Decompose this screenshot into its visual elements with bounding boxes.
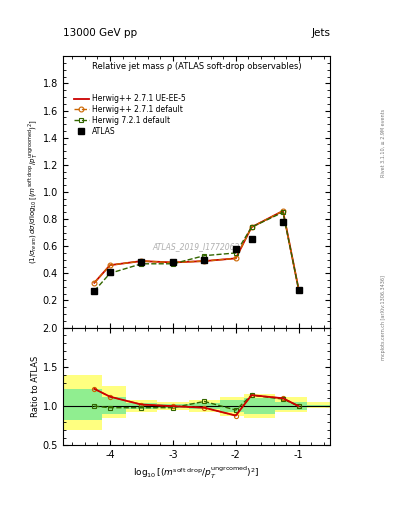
X-axis label: $\log_{10}[(m^{\rm soft\ drop}/p_T^{\rm ungroomed})^2]$: $\log_{10}[(m^{\rm soft\ drop}/p_T^{\rm … (133, 464, 260, 481)
ATLAS (281, 219, 285, 225)
Herwig++ 2.7.1 default (108, 262, 112, 268)
Y-axis label: $(1/\sigma_{resm})\,d\sigma/d\log_{10}[(m^{\rm soft\ drop}/p_T^{\rm ungroomed})^: $(1/\sigma_{resm})\,d\sigma/d\log_{10}[(… (26, 119, 40, 265)
Herwig++ 2.7.1 default (202, 258, 207, 264)
Herwig 7.2.1 default (108, 270, 112, 276)
ATLAS (249, 237, 254, 243)
Herwig++ 2.7.1 UE-EE-5 (108, 262, 112, 268)
Herwig++ 2.7.1 UE-EE-5 (202, 258, 207, 264)
Herwig 7.2.1 default (92, 288, 97, 294)
Herwig++ 2.7.1 default (139, 258, 144, 264)
Herwig 7.2.1 default (249, 224, 254, 230)
ATLAS (139, 260, 144, 266)
Herwig 7.2.1 default (281, 209, 285, 216)
Herwig++ 2.7.1 default (249, 224, 254, 230)
Line: Herwig++ 2.7.1 default: Herwig++ 2.7.1 default (92, 208, 301, 292)
Herwig++ 2.7.1 default (92, 280, 97, 286)
Legend: Herwig++ 2.7.1 UE-EE-5, Herwig++ 2.7.1 default, Herwig 7.2.1 default, ATLAS: Herwig++ 2.7.1 UE-EE-5, Herwig++ 2.7.1 d… (72, 93, 187, 137)
Herwig++ 2.7.1 UE-EE-5 (249, 224, 254, 230)
Herwig++ 2.7.1 UE-EE-5 (233, 255, 238, 262)
Text: mcplots.cern.ch [arXiv:1306.3436]: mcplots.cern.ch [arXiv:1306.3436] (381, 275, 386, 360)
Text: ATLAS_2019_I1772062: ATLAS_2019_I1772062 (153, 242, 240, 251)
Line: Herwig++ 2.7.1 UE-EE-5: Herwig++ 2.7.1 UE-EE-5 (94, 211, 299, 290)
Herwig++ 2.7.1 UE-EE-5 (92, 280, 97, 286)
ATLAS (296, 287, 301, 293)
Text: Jets: Jets (311, 28, 330, 38)
ATLAS (92, 288, 97, 294)
Herwig++ 2.7.1 UE-EE-5 (281, 208, 285, 214)
Herwig 7.2.1 default (296, 287, 301, 293)
Herwig++ 2.7.1 UE-EE-5 (171, 260, 175, 266)
Herwig 7.2.1 default (171, 261, 175, 267)
Text: Relative jet mass ρ (ATLAS soft-drop observables): Relative jet mass ρ (ATLAS soft-drop obs… (92, 62, 301, 71)
Herwig++ 2.7.1 default (233, 255, 238, 262)
Herwig++ 2.7.1 UE-EE-5 (296, 287, 301, 293)
ATLAS (108, 269, 112, 275)
ATLAS (233, 246, 238, 252)
Herwig++ 2.7.1 default (296, 287, 301, 293)
ATLAS (171, 260, 175, 266)
Herwig++ 2.7.1 default (171, 260, 175, 266)
Herwig++ 2.7.1 UE-EE-5 (139, 258, 144, 264)
Herwig++ 2.7.1 default (281, 208, 285, 214)
Herwig 7.2.1 default (233, 250, 238, 256)
Herwig 7.2.1 default (202, 252, 207, 259)
Text: Rivet 3.1.10, ≥ 2.9M events: Rivet 3.1.10, ≥ 2.9M events (381, 109, 386, 178)
Herwig 7.2.1 default (139, 261, 144, 267)
Line: Herwig 7.2.1 default: Herwig 7.2.1 default (92, 210, 301, 293)
Text: 13000 GeV pp: 13000 GeV pp (63, 28, 137, 38)
Y-axis label: Ratio to ATLAS: Ratio to ATLAS (31, 356, 40, 417)
Line: ATLAS: ATLAS (92, 219, 301, 294)
ATLAS (202, 257, 207, 263)
